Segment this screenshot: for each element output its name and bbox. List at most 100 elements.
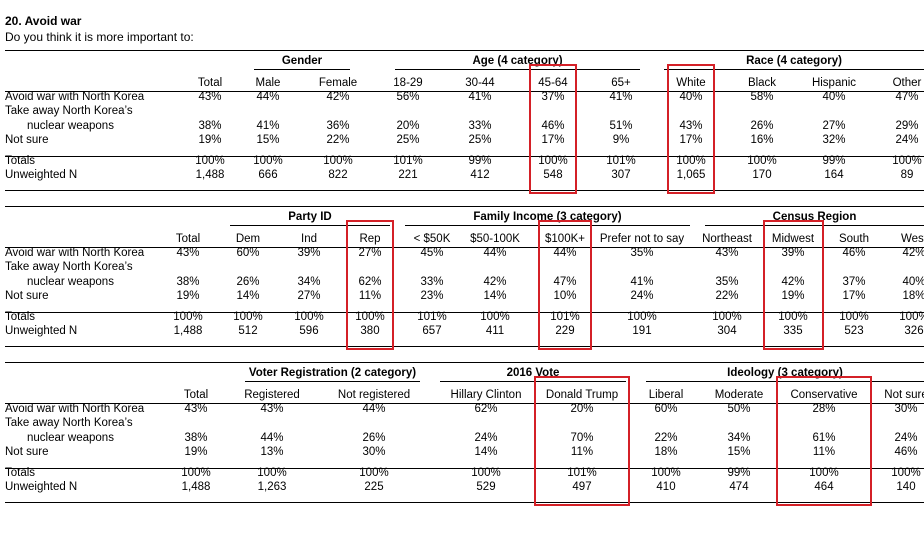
table-cell: 38% — [184, 432, 208, 444]
table-cell: 15% — [256, 134, 280, 146]
table-cell: 1,065 — [676, 169, 706, 181]
table-cell: 100% — [778, 311, 808, 323]
table-cell: 101% — [567, 467, 597, 479]
table-cell: 100% — [173, 311, 203, 323]
row-label-take1: Take away North Korea’s — [5, 417, 133, 429]
column-header: 30-44 — [465, 77, 495, 89]
column-header: Liberal — [648, 389, 684, 401]
table-cell: 100% — [257, 467, 287, 479]
group-underline — [440, 381, 626, 382]
row-label-take2: nuclear weapons — [27, 120, 114, 132]
table-cell: 100% — [195, 155, 225, 167]
column-header: Not sure — [884, 389, 924, 401]
table-cell: 16% — [750, 134, 774, 146]
table-cell: 25% — [396, 134, 420, 146]
column-header: Ind — [301, 233, 317, 245]
highlight-box — [529, 64, 577, 194]
table-cell: 548 — [543, 169, 563, 181]
table-cell: 101% — [550, 311, 580, 323]
column-header: West — [901, 233, 924, 245]
table-cell: 40% — [902, 276, 924, 288]
table-cell: 39% — [297, 247, 321, 259]
table-cell: 170 — [752, 169, 772, 181]
table-cell: 99% — [727, 467, 751, 479]
table-cell: 221 — [398, 169, 418, 181]
group-header: Party ID — [288, 211, 332, 223]
highlight-box — [776, 376, 872, 506]
table-cell: 27% — [822, 120, 846, 132]
table-cell: 100% — [747, 155, 777, 167]
table-cell: 11% — [358, 290, 382, 302]
column-header: 45-64 — [538, 77, 568, 89]
table-cell: 43% — [176, 247, 200, 259]
column-header: South — [838, 233, 870, 245]
table-cell: 43% — [198, 91, 222, 103]
table-cell: 9% — [612, 134, 630, 146]
table-cell: 18% — [902, 290, 924, 302]
page-title: 20. Avoid war — [5, 14, 82, 28]
table-cell: 36% — [326, 120, 350, 132]
table-cell: 45% — [420, 247, 444, 259]
section-bottom-rule — [5, 502, 924, 503]
column-header: $50-100K — [470, 233, 520, 245]
group-underline — [254, 69, 350, 70]
highlight-box — [667, 64, 715, 194]
table-cell: 100% — [233, 311, 263, 323]
column-header: Hispanic — [811, 77, 857, 89]
table-cell: 11% — [570, 446, 594, 458]
column-header: Prefer not to say — [599, 233, 685, 245]
row-label-unweighted: Unweighted N — [5, 325, 78, 337]
table-cell: 29% — [895, 120, 919, 132]
column-header: Registered — [244, 389, 300, 401]
table-cell: 100% — [359, 467, 389, 479]
table-cell: 100% — [651, 467, 681, 479]
header-rule — [5, 91, 924, 92]
table-cell: 62% — [474, 403, 498, 415]
section-bottom-rule — [5, 346, 924, 347]
table-cell: 42% — [326, 91, 350, 103]
table-cell: 41% — [468, 91, 492, 103]
table-cell: 822 — [328, 169, 348, 181]
table-cell: 410 — [656, 481, 676, 493]
table-cell: 100% — [480, 311, 510, 323]
table-cell: 17% — [842, 290, 866, 302]
row-label-take1: Take away North Korea’s — [5, 261, 133, 273]
table-cell: 666 — [258, 169, 278, 181]
table-cell: 20% — [396, 120, 420, 132]
table-cell: 18% — [654, 446, 678, 458]
table-cell: 1,263 — [257, 481, 287, 493]
table-cell: 61% — [812, 432, 836, 444]
row-label-notsure: Not sure — [5, 290, 49, 302]
table-cell: 42% — [781, 276, 805, 288]
table-cell: 60% — [654, 403, 678, 415]
column-header: Not registered — [337, 389, 411, 401]
table-cell: 529 — [476, 481, 496, 493]
table-cell: 596 — [299, 325, 319, 337]
column-header: 65+ — [611, 77, 631, 89]
table-cell: 15% — [727, 446, 751, 458]
table-cell: 19% — [781, 290, 805, 302]
table-cell: 19% — [184, 446, 208, 458]
table-cell: 51% — [609, 120, 633, 132]
table-cell: 43% — [184, 403, 208, 415]
header-rule — [5, 247, 924, 248]
column-header: Hillary Clinton — [450, 389, 522, 401]
table-cell: 89 — [900, 169, 914, 181]
table-cell: 32% — [822, 134, 846, 146]
table-cell: 43% — [715, 247, 739, 259]
table-cell: 30% — [362, 446, 386, 458]
table-cell: 99% — [822, 155, 846, 167]
table-cell: 42% — [902, 247, 924, 259]
header-rule — [5, 403, 924, 404]
table-cell: 46% — [842, 247, 866, 259]
table-cell: 100% — [839, 311, 869, 323]
totals-rule — [5, 156, 924, 157]
table-cell: 225 — [364, 481, 384, 493]
group-underline — [245, 381, 420, 382]
table-cell: 27% — [358, 247, 382, 259]
table-cell: 229 — [555, 325, 575, 337]
table-cell: 657 — [422, 325, 442, 337]
column-header: Midwest — [771, 233, 815, 245]
table-cell: 24% — [895, 134, 919, 146]
table-cell: 191 — [632, 325, 652, 337]
